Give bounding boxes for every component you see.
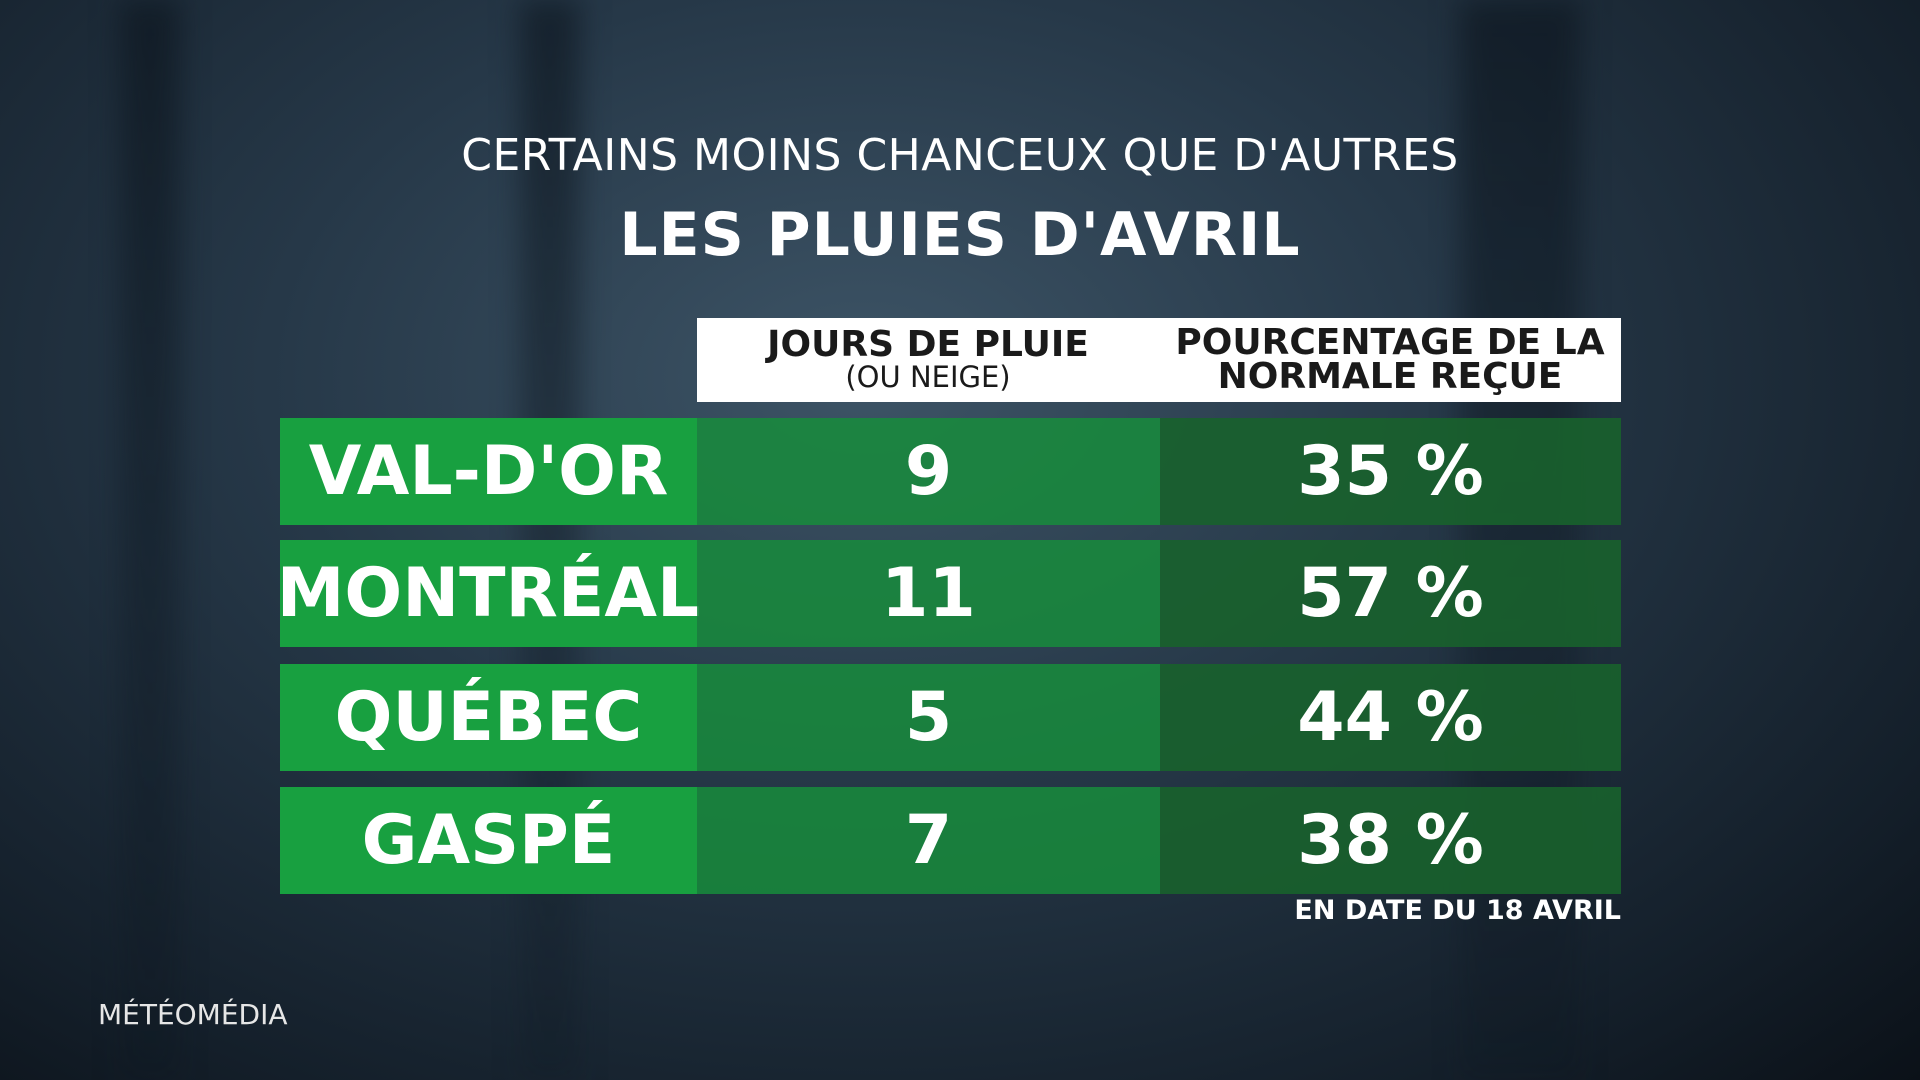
column-header: POURCENTAGE DE LA NORMALE REÇUE <box>1159 318 1621 402</box>
percent-normal: 35 % <box>1160 418 1621 525</box>
footnote: EN DATE DU 18 AVRIL <box>1294 895 1621 926</box>
background-streak <box>120 0 180 1080</box>
percent-normal: 38 % <box>1160 787 1621 894</box>
table-row: VAL-D'OR 9 35 % <box>280 418 1621 525</box>
column-header-note: (OU NEIGE) <box>845 360 1011 394</box>
city-name: MONTRÉAL <box>277 540 700 647</box>
table-row: QUÉBEC 5 44 % <box>280 664 1621 771</box>
rain-days: 5 <box>697 664 1160 771</box>
column-header-line: JOURS DE PLUIE <box>767 324 1089 365</box>
city-name: QUÉBEC <box>280 664 697 771</box>
city-name: VAL-D'OR <box>280 418 697 525</box>
rain-days: 7 <box>697 787 1160 894</box>
title: LES PLUIES D'AVRIL <box>619 200 1301 270</box>
city-name: GASPÉ <box>280 787 697 894</box>
column-header: JOURS DE PLUIE (OU NEIGE) <box>697 318 1159 402</box>
table-row: GASPÉ 7 38 % <box>280 787 1621 894</box>
column-header-line: POURCENTAGE DE LA <box>1175 322 1605 363</box>
rain-days: 9 <box>697 418 1160 525</box>
percent-normal: 44 % <box>1160 664 1621 771</box>
logo: MÉTÉOMÉDIA <box>98 998 288 1031</box>
table-row: MONTRÉAL 11 57 % <box>277 540 1621 647</box>
column-header-line: NORMALE REÇUE <box>1217 356 1563 397</box>
rain-days: 11 <box>697 540 1160 647</box>
subtitle: CERTAINS MOINS CHANCEUX QUE D'AUTRES <box>461 130 1459 181</box>
table-header: JOURS DE PLUIE (OU NEIGE) POURCENTAGE DE… <box>697 318 1621 402</box>
percent-normal: 57 % <box>1160 540 1621 647</box>
